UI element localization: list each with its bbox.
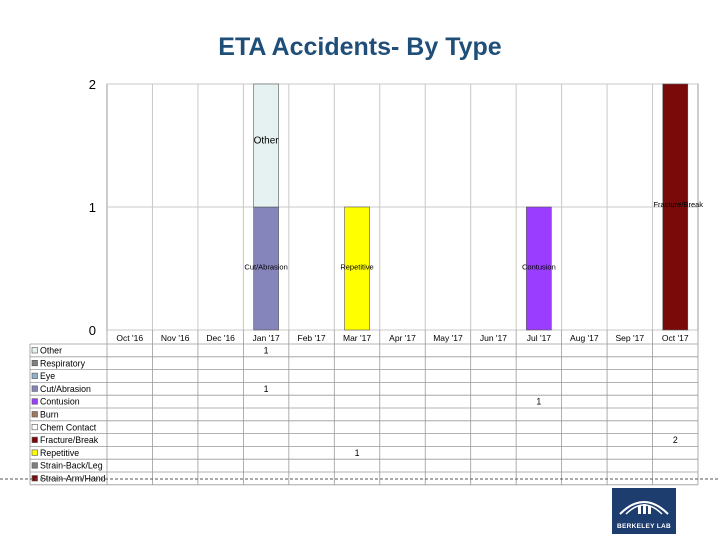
legend-label: Cut/Abrasion	[40, 384, 91, 394]
x-tick-label: Feb '17	[298, 333, 326, 343]
x-tick-label: Sep '17	[616, 333, 645, 343]
table-cell-value: 1	[536, 397, 541, 407]
y-tick-label: 0	[89, 323, 96, 338]
bar-other-3	[253, 83, 279, 208]
table-cell-value: 1	[264, 384, 269, 394]
bar-contusion-9	[526, 206, 552, 331]
chart-title: ETA Accidents- By Type	[218, 33, 502, 61]
bar-data-label: Contusion	[522, 263, 556, 272]
x-tick-label: Oct '16	[116, 333, 143, 343]
legend-swatch	[31, 385, 38, 392]
table-cell-value: 2	[673, 435, 678, 445]
legend-label: Chem Contact	[40, 422, 97, 432]
table-cell-value: 1	[264, 346, 269, 356]
legend-label: Repetitive	[40, 448, 79, 458]
x-tick-label: Jan '17	[253, 333, 280, 343]
legend-swatch	[31, 475, 38, 482]
legend-label: Fracture/Break	[40, 435, 99, 445]
bar-repetitive-5	[344, 206, 370, 331]
bar-fracture-break-12	[662, 83, 689, 331]
legend-swatch	[31, 449, 38, 456]
legend-label: Respiratory	[40, 358, 86, 368]
legend-label: Strain-Back/Leg	[40, 461, 103, 471]
legend-swatch	[31, 347, 38, 354]
legend-swatch	[31, 372, 38, 379]
x-tick-label: Mar '17	[343, 333, 371, 343]
y-tick-label: 1	[89, 200, 96, 215]
legend-label: Contusion	[40, 397, 80, 407]
x-tick-label: Dec '16	[206, 333, 235, 343]
legend-label: Other	[40, 346, 62, 356]
x-tick-label: Jun '17	[480, 333, 507, 343]
bar-data-label: Repetitive	[340, 263, 373, 272]
berkeley-lab-logo: BERKELEY LAB	[612, 488, 676, 534]
x-tick-label: Aug '17	[570, 333, 599, 343]
legend-swatch	[31, 462, 38, 469]
bar-data-label: Fracture/Break	[653, 200, 703, 209]
bar-data-label: Cut/Abrasion	[244, 263, 287, 272]
x-tick-label: Oct '17	[662, 333, 689, 343]
lab-building-icon	[619, 501, 669, 515]
legend-swatch	[31, 423, 38, 431]
legend-label: Burn	[40, 410, 59, 420]
legend-swatch	[31, 398, 38, 405]
legend-swatch	[31, 411, 38, 418]
x-tick-label: Apr '17	[389, 333, 416, 343]
legend-swatch	[31, 436, 38, 443]
legend-label: Eye	[40, 371, 55, 381]
table-cell-value: 1	[355, 448, 360, 458]
x-tick-label: Nov '16	[161, 333, 190, 343]
legend-swatch	[31, 359, 38, 367]
bar-data-label: Other	[254, 136, 280, 147]
x-tick-label: May '17	[433, 333, 463, 343]
logo-text: BERKELEY LAB	[616, 523, 672, 530]
y-tick-label: 2	[89, 77, 96, 92]
x-tick-label: Jul '17	[527, 333, 552, 343]
